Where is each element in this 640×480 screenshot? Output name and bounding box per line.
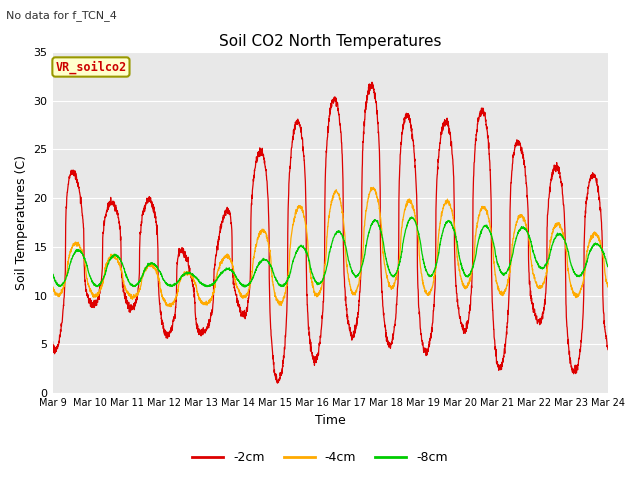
Title: Soil CO2 North Temperatures: Soil CO2 North Temperatures xyxy=(219,34,442,49)
Text: VR_soilco2: VR_soilco2 xyxy=(55,60,127,74)
Text: No data for f_TCN_4: No data for f_TCN_4 xyxy=(6,10,117,21)
X-axis label: Time: Time xyxy=(315,414,346,427)
Y-axis label: Soil Temperatures (C): Soil Temperatures (C) xyxy=(15,155,28,290)
Legend: -2cm, -4cm, -8cm: -2cm, -4cm, -8cm xyxy=(187,446,453,469)
